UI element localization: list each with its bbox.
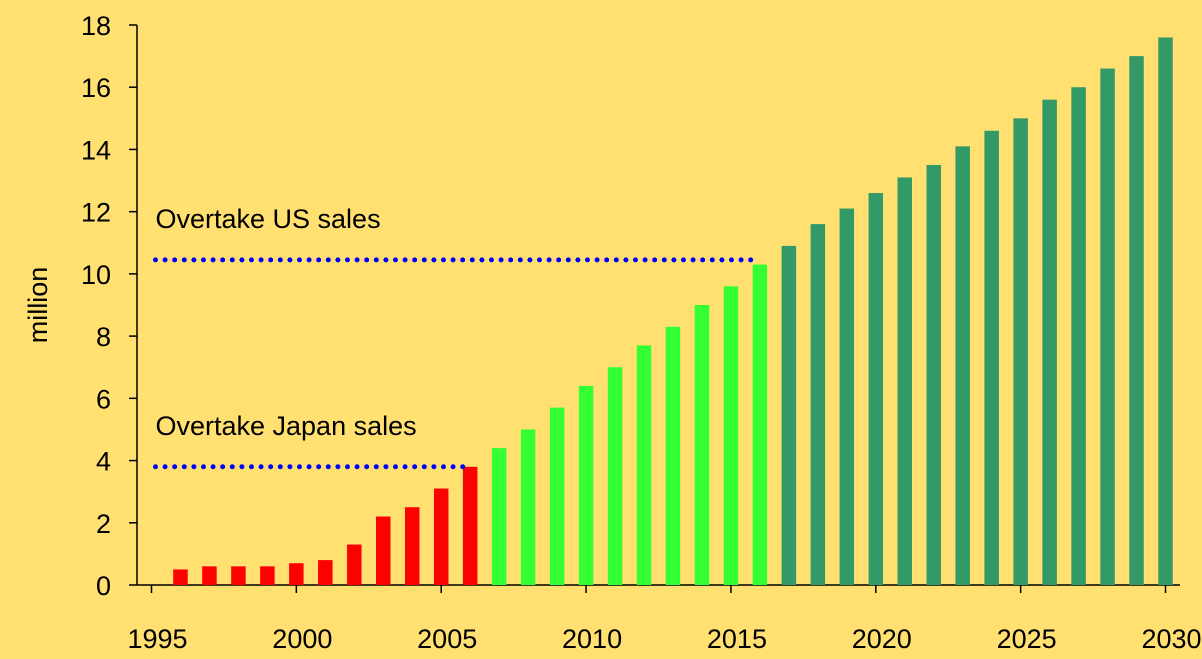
bar [549,407,565,585]
y-tick-label: 14 [81,135,111,165]
bar [810,224,826,585]
y-tick-label: 16 [81,73,111,103]
bar [1158,37,1173,585]
y-tick-label: 4 [96,447,111,477]
bar [955,146,970,586]
y-tick-label: 18 [81,11,111,41]
bar [839,208,855,586]
bar [1100,68,1115,586]
x-tick-label: 2015 [707,624,767,654]
bar [491,448,507,585]
bar [318,560,333,585]
bar [520,429,536,585]
bar [578,385,594,585]
bar [752,264,768,585]
bar [433,488,449,585]
bar [347,544,362,585]
bar [231,566,246,585]
x-tick-label: 2025 [997,624,1057,654]
bar [665,326,681,585]
y-tick-label: 2 [96,509,111,539]
annotation-text: Overtake Japan sales [155,411,416,441]
bar [984,130,999,585]
bar [636,345,652,585]
y-tick-label: 0 [96,571,111,601]
x-tick-label: 2005 [417,624,477,654]
bar [376,516,391,585]
bar [1042,99,1057,586]
bar [781,245,797,585]
x-tick-label: 2000 [272,624,332,654]
bar [926,165,941,585]
y-tick-label: 8 [96,322,111,352]
bar [173,569,188,585]
x-tick-label: 2010 [562,624,622,654]
annotation-text: Overtake US sales [155,204,380,234]
x-tick-label: 2020 [852,624,912,654]
bar [868,193,884,585]
bar [462,466,478,585]
bar [1129,56,1144,586]
bar [404,507,420,585]
y-tick-label: 12 [81,198,111,228]
bar [723,286,739,585]
x-tick-label: 1995 [127,624,187,654]
bar [260,566,275,585]
y-axis-label: million [23,267,53,344]
bar [1071,87,1086,585]
bar [897,177,913,585]
bar [607,367,623,585]
bar [1013,118,1028,585]
bar [694,305,710,585]
bar [202,566,217,585]
x-tick-label: 2030 [1141,624,1201,654]
y-tick-label: 6 [96,384,111,414]
bar [289,563,304,585]
y-tick-label: 10 [81,260,111,290]
